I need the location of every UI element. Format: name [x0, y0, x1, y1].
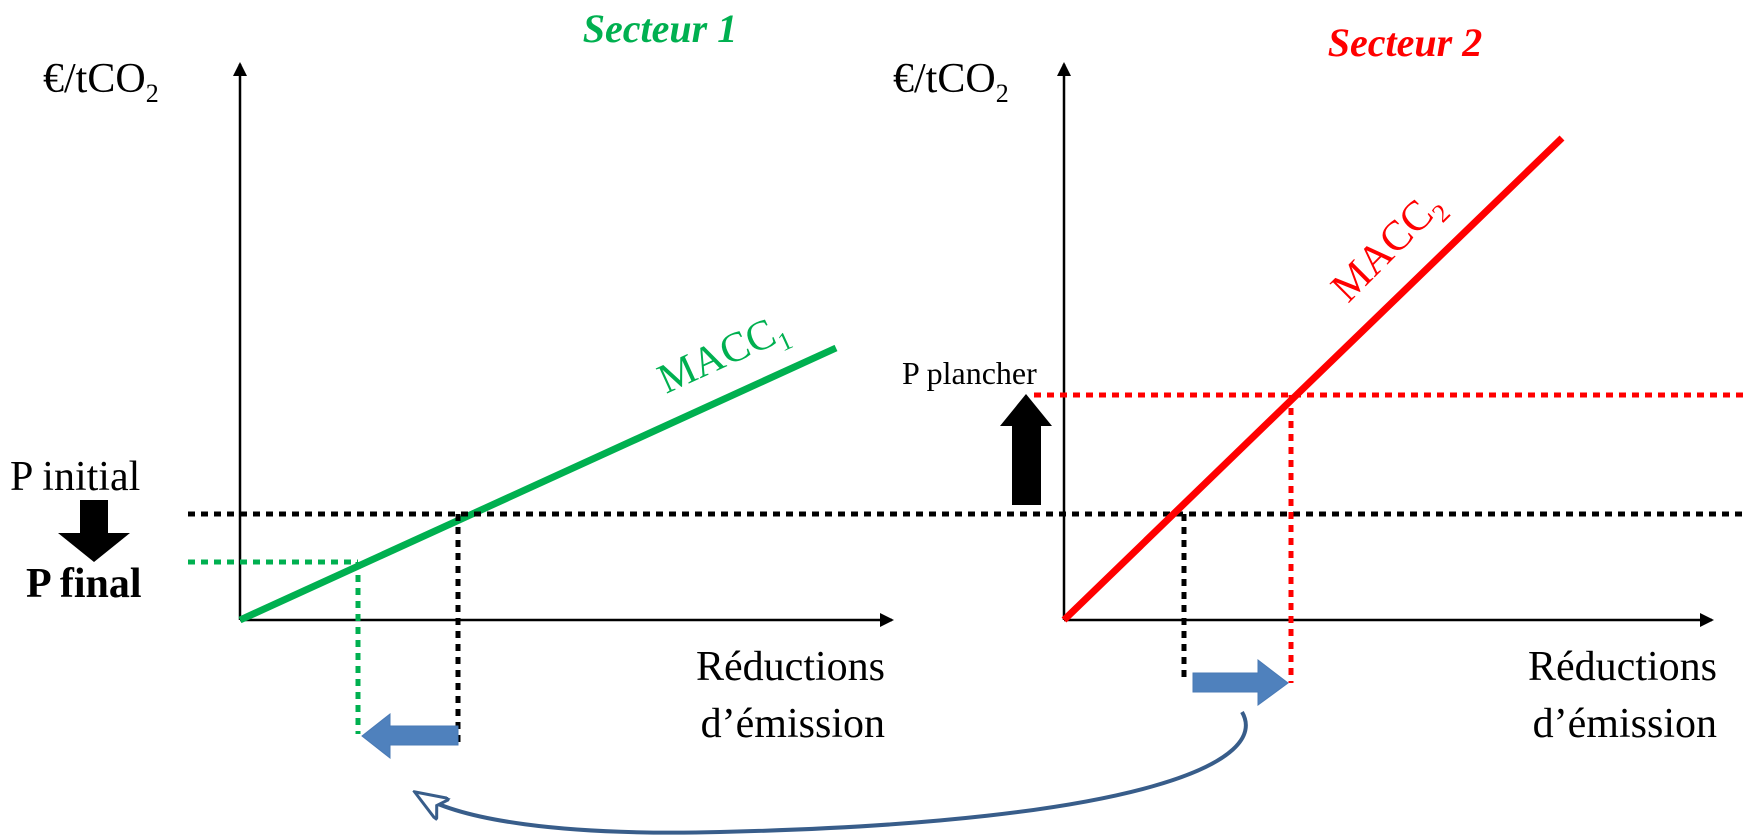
price-decrease-arrow-icon [58, 500, 130, 562]
left-x-axis-label-line2: d’émission [701, 701, 885, 747]
transfer-curved-arrow-icon [418, 710, 1248, 835]
right-macc-label: MACC2 [1323, 182, 1456, 315]
right-panel-title: Secteur 2 [1328, 20, 1482, 65]
right-macc-curve [1061, 135, 1565, 623]
price-increase-arrow-icon [1000, 394, 1052, 505]
left-panel-title: Secteur 1 [583, 6, 737, 51]
right-y-axis-label: €/tCO2 [893, 56, 1009, 108]
right-x-axis-label-line2: d’émission [1533, 701, 1717, 747]
price-final-label: P final [26, 561, 142, 607]
right-x-axis-label-line1: Réductions [1528, 644, 1717, 690]
left-macc-label: MACC1 [651, 305, 797, 409]
right-shift-arrow-icon [1192, 658, 1289, 706]
price-initial-label: P initial [10, 454, 140, 500]
left-shift-arrow-icon [361, 712, 459, 760]
price-floor-label: P plancher [902, 355, 1037, 391]
left-y-axis-label: €/tCO2 [43, 56, 159, 108]
left-x-axis-label-line1: Réductions [696, 644, 885, 690]
left-macc-curve [238, 344, 838, 624]
